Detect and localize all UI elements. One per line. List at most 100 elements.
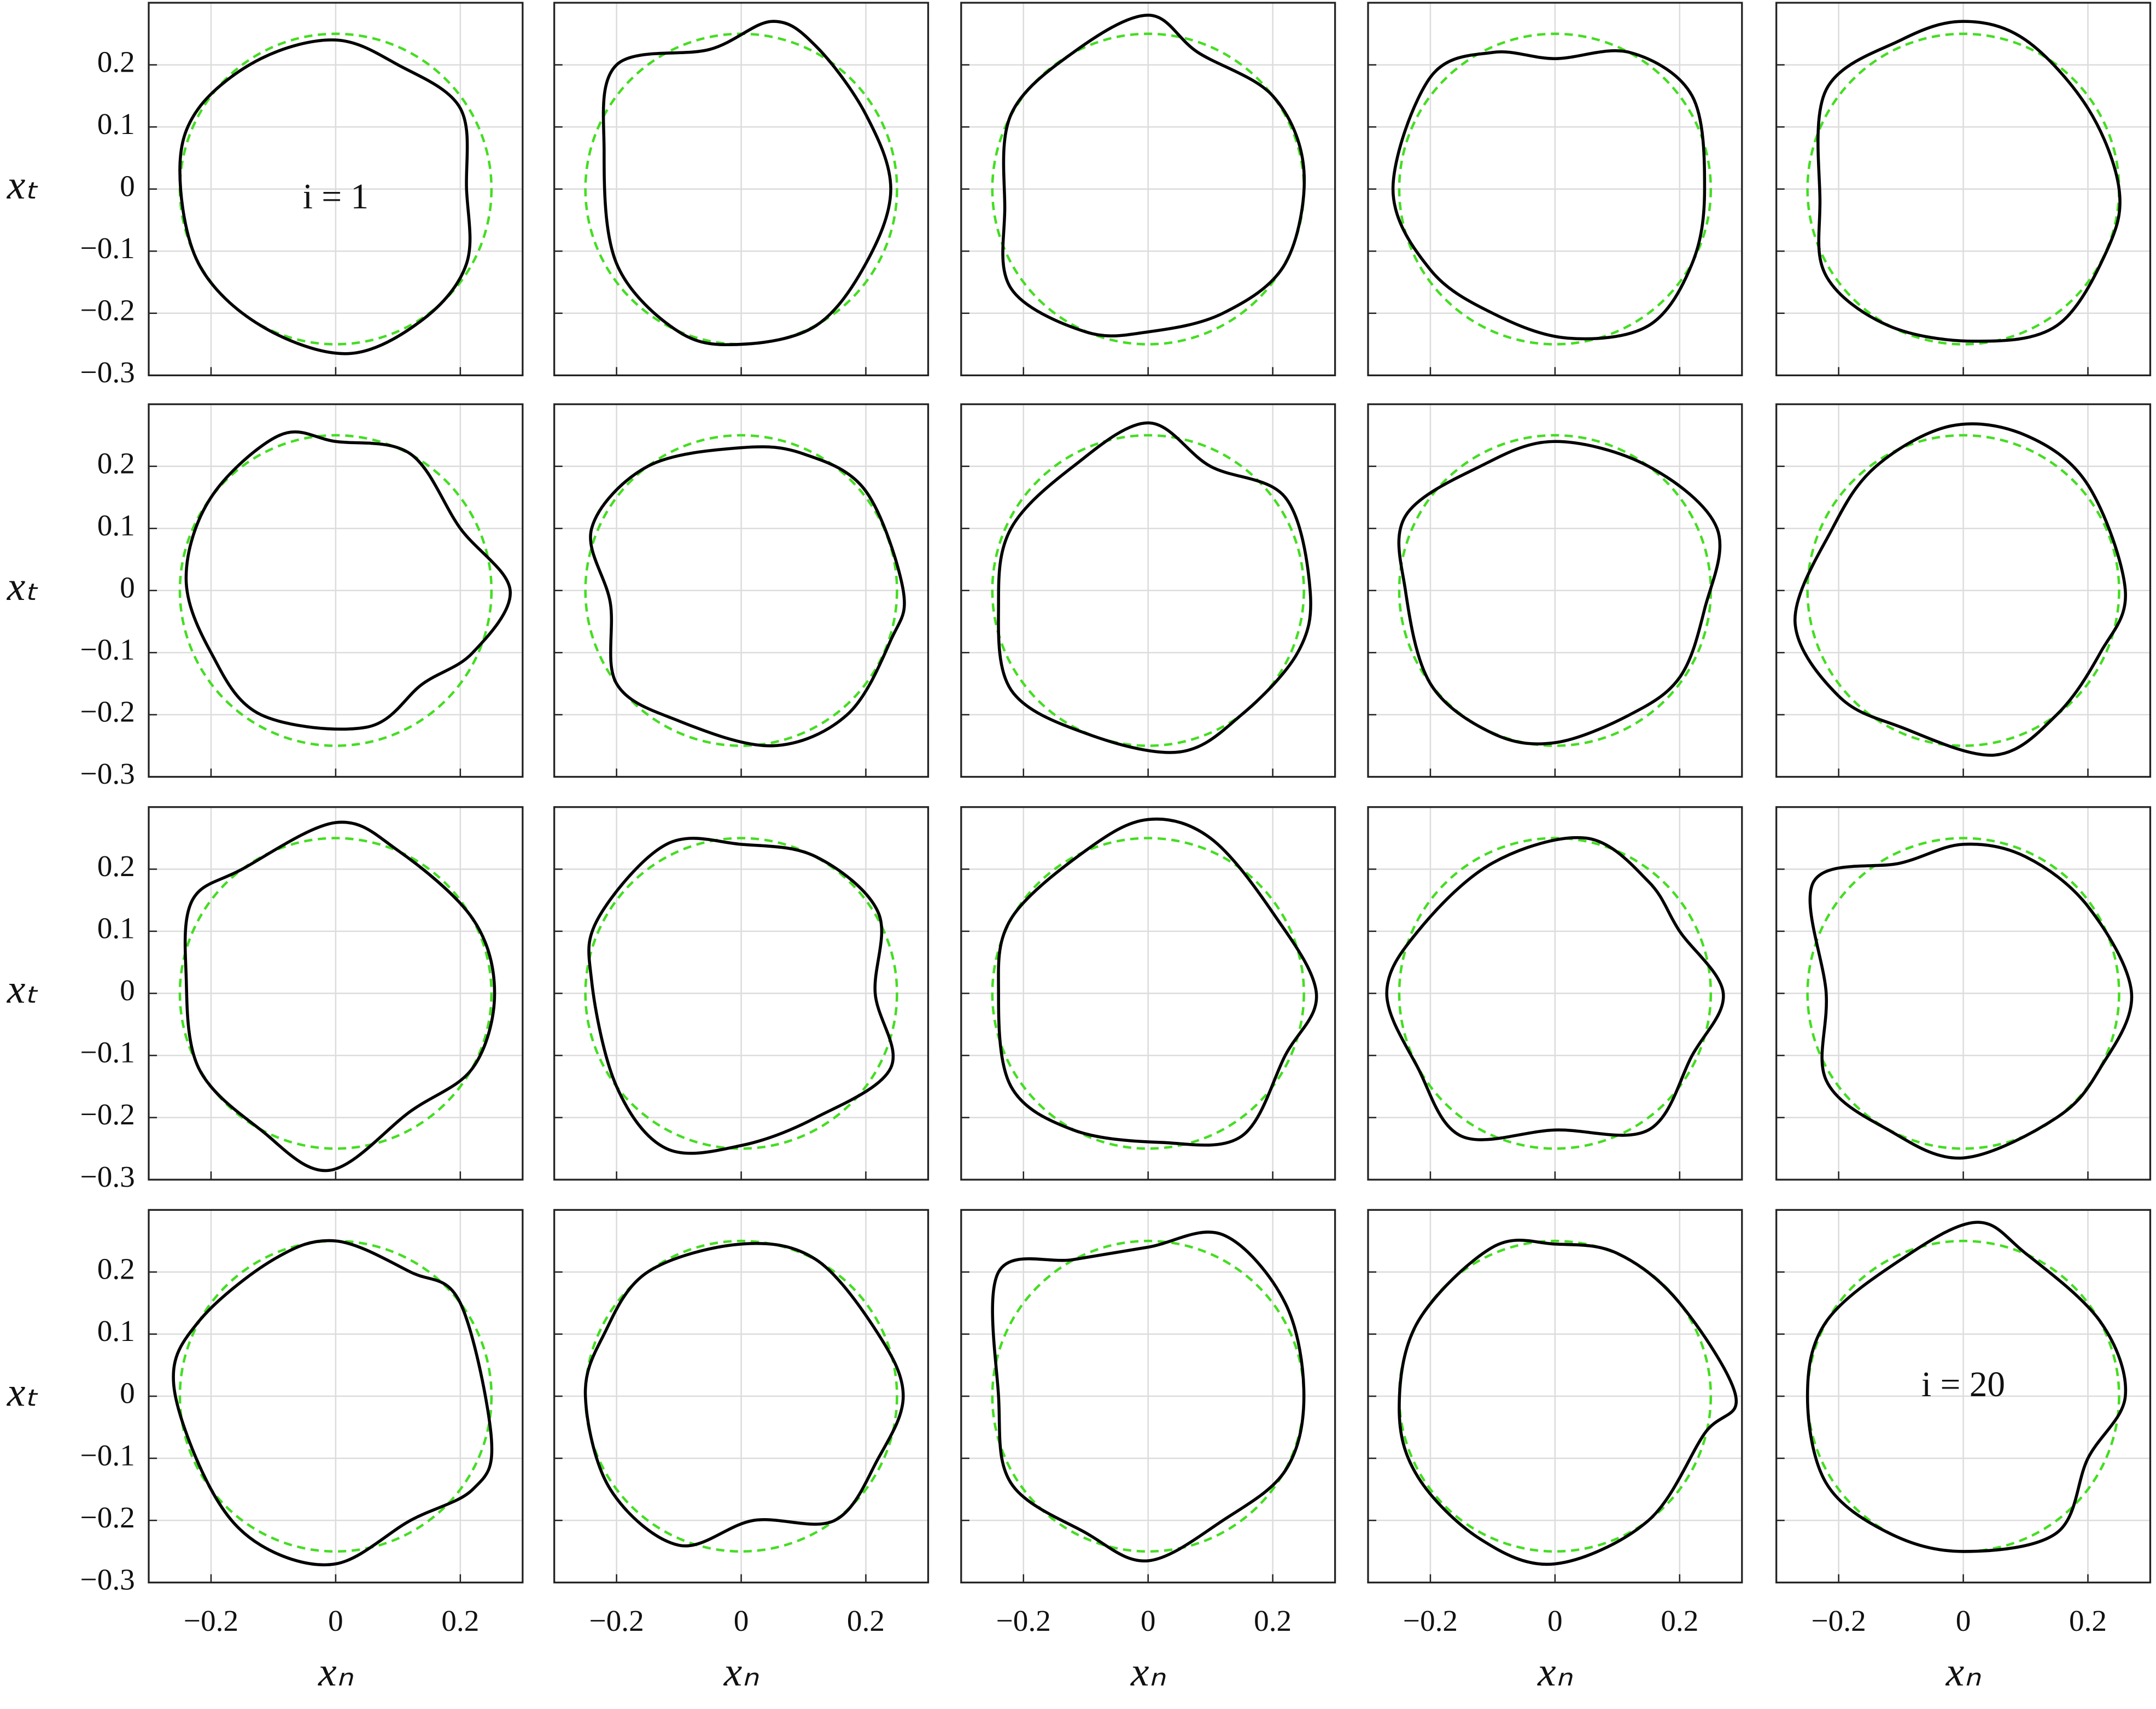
x-tick-label: 0 [1956,1604,1971,1637]
shape-curve [1806,1221,2128,1553]
annotation: i = 1 [303,177,369,217]
shape-curve [1793,422,2127,757]
panel [960,2,1336,376]
reference-circle [991,434,1305,747]
y-tick-label: −0.3 [80,1160,135,1193]
y-tick-label: 0.2 [97,849,135,883]
panel [1775,403,2152,778]
y-tick-label: 0 [120,570,135,604]
x-axis-label: xₙ [723,1649,759,1695]
panel [1775,806,2152,1181]
shape-curve [1816,20,2122,343]
panel [553,2,930,376]
x-tick-label: 0.2 [1254,1604,1292,1637]
reference-circle [1398,837,1713,1150]
reference-circle [1806,434,2120,747]
x-tick-label: −0.2 [996,1604,1051,1637]
shape-curve [1397,440,1722,746]
y-tick-label: −0.1 [80,633,135,666]
x-tick-label: 0.2 [441,1604,479,1637]
annotation: i = 20 [1921,1365,2005,1404]
shape-curve [589,445,906,748]
x-tick-label: −0.2 [1811,1604,1866,1637]
y-tick-label: −0.3 [80,355,135,389]
panel: −0.2 0 0.2 xₙ [960,1209,1336,1695]
shape-curve [1808,842,2134,1160]
panel [1367,2,1743,376]
y-axis-label: xₜ [7,1369,38,1415]
y-tick-label: 0 [120,169,135,202]
panel: −0.3 −0.2 −0.1 0 0.1 0.2 xₜ [7,403,524,790]
reference-circle [1806,837,2120,1150]
panel: −0.2 0 0.2 xₙ [1367,1209,1743,1695]
y-tick-label: −0.1 [80,1438,135,1472]
x-axis-label: xₙ [1945,1649,1981,1695]
panel: −0.3 −0.2 −0.1 0 0.1 0.2 xₜ i = 1 [7,2,524,389]
x-tick-label: 0.2 [1661,1604,1698,1637]
x-tick-label: −0.2 [589,1604,644,1637]
x-tick-label: 0 [734,1604,749,1637]
panel: −0.2 0 0.2 xₙ i = 20 [1775,1209,2152,1695]
shape-curve [997,421,1312,754]
y-tick-label: −0.3 [80,1562,135,1596]
y-tick-label: 0.1 [97,107,135,141]
shape-curve [601,20,892,347]
shape-curve [1385,836,1725,1141]
shape-curve [997,817,1318,1147]
shape-curve [172,1239,494,1567]
y-tick-label: −0.2 [80,695,135,728]
reference-circle [178,434,493,747]
shape-curve [583,1241,905,1548]
shape-curve [991,1230,1306,1562]
reference-circle [178,837,493,1150]
panel [960,806,1336,1181]
reference-circle [991,837,1305,1150]
panel: −0.2 0 0.2 −0.3 −0.2 −0.1 0 0.1 0.2 xₙ xₜ [7,1209,524,1695]
panel [553,806,930,1181]
y-tick-label: 0.1 [97,912,135,945]
x-axis-label: xₙ [318,1649,353,1695]
panel [960,403,1336,778]
x-axis-label: xₙ [1130,1649,1166,1695]
shape-curve [183,820,496,1173]
panel [553,403,930,778]
panel: −0.2 0 0.2 xₙ [553,1209,930,1695]
x-tick-label: −0.2 [1403,1604,1458,1637]
shape-curve [587,837,895,1155]
shape-curve [1398,1238,1738,1566]
y-tick-label: 0.2 [97,446,135,480]
shape-curve [178,38,472,355]
y-axis-label: xₜ [7,564,38,609]
x-tick-label: 0 [1547,1604,1563,1637]
reference-circle [584,837,898,1150]
x-axis-label: xₙ [1537,1649,1573,1695]
shape-curve [184,430,512,731]
shape-curve [1001,13,1306,337]
panel: −0.3 −0.2 −0.1 0 0.1 0.2 xₜ [7,806,524,1193]
panel [1775,2,2152,376]
y-tick-label: 0 [120,973,135,1007]
x-tick-label: 0 [1141,1604,1156,1637]
y-tick-label: 0.2 [97,45,135,78]
y-tick-label: −0.1 [80,231,135,265]
y-axis-label: xₜ [7,967,38,1012]
x-tick-label: 0 [328,1604,343,1637]
x-tick-label: −0.2 [184,1604,238,1637]
x-tick-label: 0.2 [847,1604,885,1637]
y-tick-label: −0.3 [80,757,135,790]
y-tick-label: −0.2 [80,293,135,326]
y-tick-label: 0.1 [97,509,135,542]
y-tick-label: 0 [120,1376,135,1410]
reference-circle [1398,32,1713,346]
y-tick-label: −0.2 [80,1098,135,1131]
y-tick-label: 0.1 [97,1314,135,1348]
x-tick-label: 0.2 [2069,1604,2107,1637]
reference-circle [584,434,898,747]
panel [1367,806,1743,1181]
y-tick-label: −0.2 [80,1501,135,1534]
panel [1367,403,1743,778]
y-tick-label: 0.2 [97,1252,135,1286]
y-tick-label: −0.1 [80,1036,135,1069]
